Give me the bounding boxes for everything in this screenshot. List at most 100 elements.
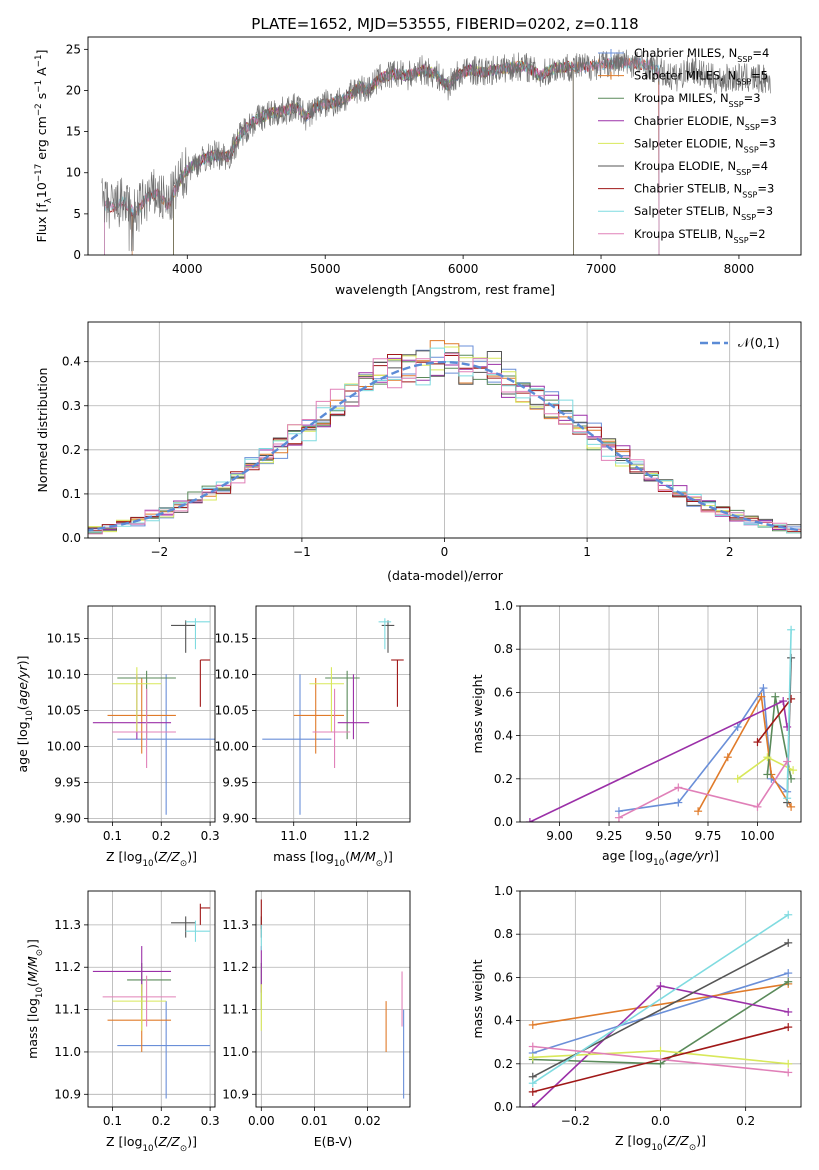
axes-frame	[519, 605, 802, 823]
x-tick-label: 0.3	[201, 829, 220, 843]
plot-area	[525, 625, 798, 822]
y-tick-label: 0.6	[494, 970, 513, 984]
y-tick-label: 10.15	[47, 631, 81, 645]
x-tick-label: 0.1	[103, 1114, 122, 1128]
x-tick-label: 0.2	[152, 829, 171, 843]
axes-frame	[87, 36, 802, 256]
x-tick-label: 5000	[310, 262, 341, 276]
chart-title: PLATE=1652, MJD=53555, FIBERID=0202, z=0…	[251, 15, 638, 33]
y-tick-label: 10.10	[47, 667, 81, 681]
panel-mass-weight-vs-Z: −0.2 0.0 0.2 0.0 0.2 0.4 0.6 0.8 1.0 Z [log10(Z/Z…	[470, 884, 802, 1153]
axes-frame	[255, 890, 411, 1108]
x-axis-label: (data-model)/error	[387, 568, 504, 583]
x-tick-label: 4000	[172, 262, 203, 276]
x-tick-label: 0.2	[152, 1114, 171, 1128]
panel-age-vs-mass: 11.0 11.2 9.90 9.95 10.00 10.05 10.10 10.15 mass…	[215, 605, 411, 869]
y-tick-label: 0.6	[494, 685, 513, 699]
y-axis-label: mass weight	[470, 674, 485, 753]
y-tick-label: 0.0	[494, 815, 513, 829]
axes-frame	[519, 890, 802, 1108]
y-tick-label: 0.2	[494, 1057, 513, 1071]
plot-area	[528, 910, 793, 1107]
x-tick-label: 9.50	[645, 829, 672, 843]
x-tick-label: 0.02	[354, 1114, 381, 1128]
y-tick-label: 15	[66, 125, 81, 139]
y-tick-label: 25	[66, 42, 81, 56]
y-tick-label: 0.8	[494, 642, 513, 656]
y-tick-label: 10.00	[215, 739, 249, 753]
mass-weight-line	[532, 972, 789, 1054]
plot-area	[88, 340, 801, 535]
y-tick-label: 11.2	[222, 960, 249, 974]
y-tick-label: 0.3	[62, 399, 81, 413]
y-tick-label: 0.8	[494, 927, 513, 941]
legend-entry: Kroupa MILES, NSSP=3	[634, 91, 761, 109]
y-tick-label: 5	[73, 207, 81, 221]
residual-histogram	[88, 354, 801, 534]
legend-entry: Chabrier ELODIE, NSSP=3	[634, 114, 777, 132]
plot-area	[92, 903, 211, 1099]
x-axis-label: Z [log10(Z/Z⊙)]	[106, 849, 197, 869]
mass-weight-line	[532, 1045, 789, 1074]
y-tick-label: 9.90	[222, 811, 249, 825]
y-tick-label: 0.4	[494, 729, 513, 743]
x-tick-label: 2	[726, 545, 734, 559]
x-tick-label: 11.0	[280, 829, 307, 843]
y-tick-label: 11.2	[54, 960, 81, 974]
legend: Chabrier MILES, NSSP=4 Salpeter MILES, NS…	[598, 46, 777, 244]
mass-weight-line	[532, 983, 789, 1026]
legend-entry: Chabrier STELIB, NSSP=3	[634, 182, 774, 200]
y-tick-label: 10.15	[215, 631, 249, 645]
x-tick-label: 9.75	[695, 829, 722, 843]
y-tick-label: 0.0	[494, 1100, 513, 1114]
axes-frame	[87, 890, 216, 1108]
y-tick-label: 11.3	[54, 918, 81, 932]
x-tick-label: 0.1	[103, 829, 122, 843]
y-axis-label: Flux [fλ10−17 erg cm−2 s−1 A−1]	[34, 50, 54, 243]
x-axis-label: Z [log10(Z/Z⊙)]	[615, 1133, 706, 1153]
y-tick-label: 11.0	[222, 1045, 249, 1059]
x-axis-label: E(B-V)	[314, 1134, 353, 1149]
y-tick-label: 1.0	[494, 599, 513, 613]
y-tick-label: 10.9	[222, 1087, 249, 1101]
legend-entry: Salpeter ELODIE, NSSP=3	[634, 136, 776, 154]
mass-weight-line	[697, 694, 792, 812]
legend-entry: Salpeter STELIB, NSSP=3	[634, 204, 773, 222]
x-axis-label: mass [log10(M/M⊙)]	[273, 849, 393, 869]
x-tick-label: 1	[583, 545, 591, 559]
x-tick-label: 7000	[586, 262, 617, 276]
plot-area	[101, 49, 771, 255]
y-tick-label: 0	[73, 248, 81, 262]
observed-spectrum-line	[101, 49, 771, 252]
y-axis-label: mass [log10(M/M⊙)]	[25, 939, 45, 1059]
legend-entry: Kroupa STELIB, NSSP=2	[634, 227, 766, 245]
x-tick-label: 10.00	[740, 829, 774, 843]
x-tick-label: 0.2	[736, 1114, 755, 1128]
normal-curve	[88, 360, 801, 532]
x-tick-label: 9.25	[596, 829, 623, 843]
x-tick-label: 0.00	[248, 1114, 275, 1128]
x-tick-label: 0.0	[651, 1114, 670, 1128]
y-tick-label: 0.1	[62, 487, 81, 501]
mass-weight-line	[756, 698, 792, 743]
y-tick-label: 9.90	[54, 811, 81, 825]
y-tick-label: 0.4	[62, 355, 81, 369]
y-tick-label: 10	[66, 166, 81, 180]
panel-residuals: −2 −1 0 1 2 0.0 0.1 0.2 0.3 0.4 (data-model)/error…	[35, 321, 802, 583]
axes-frame	[87, 605, 216, 823]
panel-mass-vs-EBV: 0.00 0.01 0.02 10.9 11.0 11.1 11.2 11.3 E(B-V)	[222, 890, 411, 1149]
plot-area	[260, 899, 405, 1099]
y-tick-label: 10.10	[215, 667, 249, 681]
y-axis-label: age [log10(age/yr)]	[15, 655, 35, 772]
x-tick-label: 0.01	[301, 1114, 328, 1128]
y-tick-label: 10.05	[47, 703, 81, 717]
x-tick-label: 11.2	[343, 829, 370, 843]
legend-entry: Chabrier MILES, NSSP=4	[634, 46, 769, 64]
y-tick-label: 0.0	[62, 531, 81, 545]
x-tick-label: −2	[150, 545, 168, 559]
x-axis-label: age [log10(age/yr)]	[602, 848, 719, 868]
plot-area	[262, 618, 404, 815]
x-tick-label: 6000	[448, 262, 479, 276]
y-tick-label: 10.00	[47, 739, 81, 753]
